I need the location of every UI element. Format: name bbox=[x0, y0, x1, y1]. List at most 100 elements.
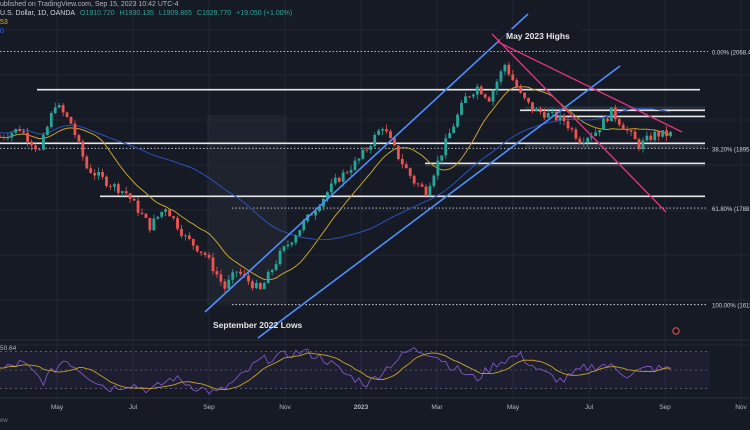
candle bbox=[247, 275, 250, 282]
candle bbox=[258, 283, 262, 290]
candle bbox=[341, 172, 345, 182]
candle bbox=[262, 283, 266, 290]
x-axis-tick-label: May bbox=[51, 404, 64, 411]
close-value: C1929.770 bbox=[196, 10, 232, 17]
candle bbox=[2, 137, 6, 139]
candle bbox=[420, 184, 424, 187]
candle bbox=[554, 112, 558, 121]
bottom-corner-label: ew bbox=[0, 418, 8, 424]
candle bbox=[156, 216, 160, 219]
candle bbox=[325, 192, 329, 199]
candle bbox=[665, 130, 669, 136]
low-value: L1909.865 bbox=[158, 10, 192, 17]
candle bbox=[408, 168, 412, 176]
candle bbox=[329, 183, 333, 193]
annotation-september-2022-lows: September 2022 Lows bbox=[213, 320, 303, 330]
trend-channel[interactable] bbox=[204, 13, 621, 339]
candle bbox=[231, 272, 235, 280]
candle bbox=[621, 124, 625, 130]
fib-level-label: 0.00% (2068.4 bbox=[712, 50, 750, 56]
candle bbox=[393, 138, 396, 146]
candle bbox=[653, 131, 657, 141]
rsi-line bbox=[0, 347, 671, 395]
candle bbox=[333, 177, 337, 184]
candle bbox=[30, 141, 33, 146]
candle bbox=[148, 217, 152, 231]
candle bbox=[531, 102, 534, 112]
candle bbox=[440, 155, 444, 161]
candle bbox=[112, 184, 116, 187]
candle bbox=[574, 129, 578, 139]
candle bbox=[81, 141, 85, 157]
candle bbox=[613, 107, 617, 120]
candle bbox=[436, 160, 440, 176]
candle bbox=[645, 135, 649, 141]
price-band bbox=[525, 142, 705, 149]
candle bbox=[282, 246, 286, 251]
candle bbox=[373, 134, 377, 147]
candle bbox=[396, 145, 400, 159]
candle bbox=[318, 206, 321, 212]
x-axis-tick-label: Sep bbox=[203, 404, 215, 411]
candle bbox=[61, 105, 65, 113]
candle bbox=[294, 235, 298, 243]
fib-level-label: 61.80% (1788 bbox=[712, 207, 750, 213]
candle bbox=[164, 209, 168, 212]
candle bbox=[609, 107, 613, 122]
candle bbox=[475, 86, 479, 95]
candle bbox=[53, 107, 57, 114]
candle bbox=[527, 97, 530, 103]
candle bbox=[140, 212, 144, 214]
candle bbox=[227, 279, 231, 289]
candle bbox=[274, 264, 278, 270]
candle bbox=[132, 198, 136, 201]
candle bbox=[471, 94, 475, 97]
price-band bbox=[425, 162, 705, 167]
candle bbox=[199, 251, 203, 253]
candle bbox=[669, 132, 672, 136]
candle bbox=[353, 160, 357, 170]
candle bbox=[69, 116, 73, 124]
candle bbox=[235, 271, 239, 273]
candle bbox=[594, 132, 598, 136]
candle bbox=[456, 114, 459, 127]
candle bbox=[535, 108, 538, 112]
candle bbox=[487, 97, 491, 102]
candle bbox=[120, 191, 124, 193]
candle bbox=[637, 139, 641, 149]
candle bbox=[187, 235, 191, 240]
candle bbox=[109, 186, 112, 187]
candle bbox=[377, 130, 381, 135]
candle bbox=[18, 129, 22, 132]
x-axis-tick-label: Nov bbox=[279, 404, 291, 411]
candle bbox=[361, 149, 365, 159]
rsi-panel bbox=[0, 339, 750, 395]
candle bbox=[586, 137, 590, 143]
x-axis: May Jul Sep Nov 2023 Mar May Jul Sep Nov bbox=[0, 397, 750, 411]
candle bbox=[515, 80, 519, 88]
candle bbox=[578, 138, 582, 144]
candle bbox=[176, 218, 179, 229]
candle bbox=[649, 135, 653, 141]
candle bbox=[49, 113, 53, 127]
candle bbox=[483, 94, 487, 98]
channel-lower-line bbox=[257, 65, 621, 339]
candle bbox=[254, 283, 258, 289]
candle bbox=[562, 115, 566, 122]
candle bbox=[538, 108, 542, 113]
rsi-value-label: 50.64 bbox=[0, 345, 17, 352]
candle bbox=[602, 118, 605, 130]
candle bbox=[34, 145, 37, 150]
candle bbox=[207, 254, 211, 258]
candle bbox=[416, 183, 420, 185]
candle bbox=[172, 216, 175, 219]
candle bbox=[22, 131, 26, 133]
candle bbox=[428, 186, 432, 196]
candle bbox=[0, 137, 2, 138]
candle bbox=[629, 130, 633, 132]
open-value: O1910.720 bbox=[80, 10, 115, 17]
candle bbox=[26, 132, 30, 142]
descending-trendlines[interactable] bbox=[491, 33, 683, 213]
candle bbox=[566, 121, 570, 129]
candle bbox=[266, 272, 270, 284]
